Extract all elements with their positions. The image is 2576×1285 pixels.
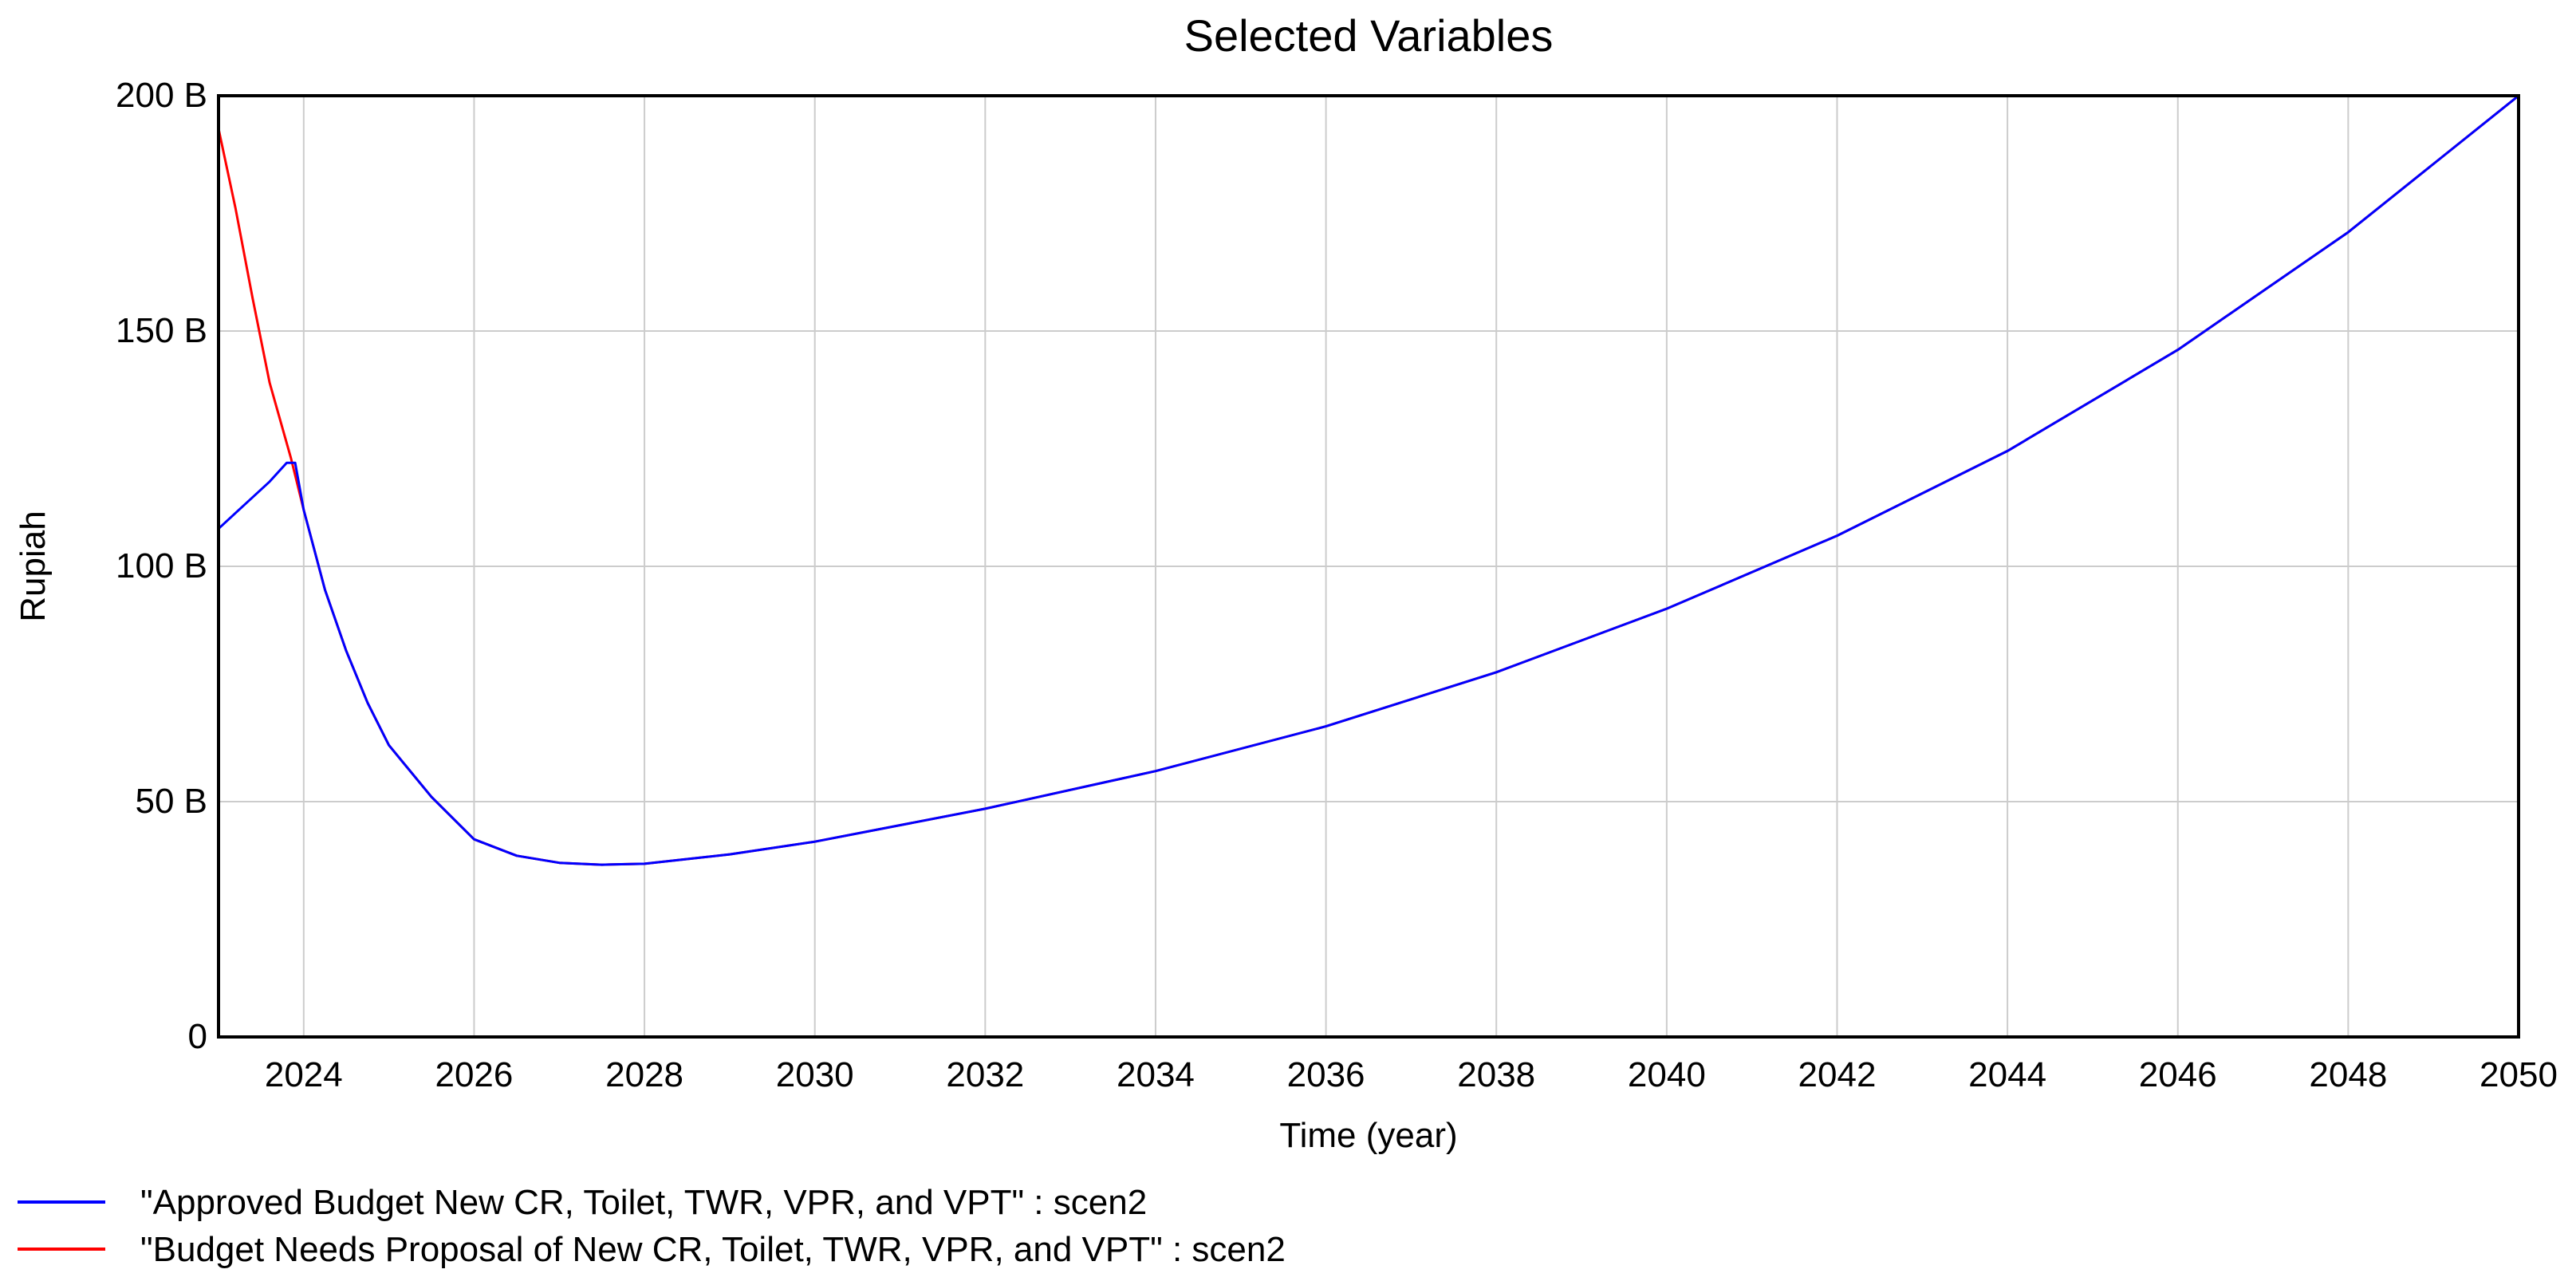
x-tick-label-2034: 2034: [1117, 1055, 1195, 1094]
legend-label-budget-needs-proposal: "Budget Needs Proposal of New CR, Toilet…: [140, 1230, 1286, 1269]
x-tick-label-2026: 2026: [435, 1055, 513, 1094]
x-axis-label: Time (year): [1279, 1116, 1457, 1155]
x-tick-label-2036: 2036: [1287, 1055, 1365, 1094]
plot-frame: [217, 94, 2520, 1039]
y-axis-label: Rupiah: [14, 510, 53, 621]
y-tick-label-150: 150 B: [116, 311, 207, 350]
x-tick-label-2048: 2048: [2309, 1055, 2387, 1094]
y-tick-label-100: 100 B: [116, 546, 207, 585]
series-layer: [217, 94, 2520, 866]
x-tick-label-2046: 2046: [2139, 1055, 2217, 1094]
y-tick-label-200: 200 B: [116, 76, 207, 115]
grid-layer: [219, 95, 2519, 1038]
series-line-budget-needs-proposal: [217, 94, 2520, 866]
x-tick-label-2044: 2044: [1968, 1055, 2046, 1094]
x-tick-label-2042: 2042: [1798, 1055, 1877, 1094]
x-axis-ticks: 2024 2026 2028 2030 2032 2034 2036 2038 2040 2042…: [265, 1055, 2558, 1094]
legend-label-approved-budget: "Approved Budget New CR, Toilet, TWR, VP…: [140, 1183, 1147, 1222]
y-tick-label-0: 0: [188, 1017, 207, 1056]
x-tick-label-2038: 2038: [1457, 1055, 1535, 1094]
y-tick-label-50: 50 B: [135, 782, 207, 821]
x-tick-label-2028: 2028: [605, 1055, 683, 1094]
x-tick-label-2030: 2030: [776, 1055, 854, 1094]
legend: "Approved Budget New CR, Toilet, TWR, VP…: [18, 1183, 1286, 1269]
chart-title: Selected Variables: [1184, 10, 1554, 61]
x-tick-label-2040: 2040: [1628, 1055, 1706, 1094]
x-tick-label-2032: 2032: [946, 1055, 1024, 1094]
x-tick-label-2050: 2050: [2479, 1055, 2558, 1094]
y-axis-ticks: 0 50 B 100 B 150 B 200 B: [116, 76, 207, 1056]
x-tick-label-2024: 2024: [265, 1055, 343, 1094]
series-line-approved-budget: [217, 94, 2520, 866]
